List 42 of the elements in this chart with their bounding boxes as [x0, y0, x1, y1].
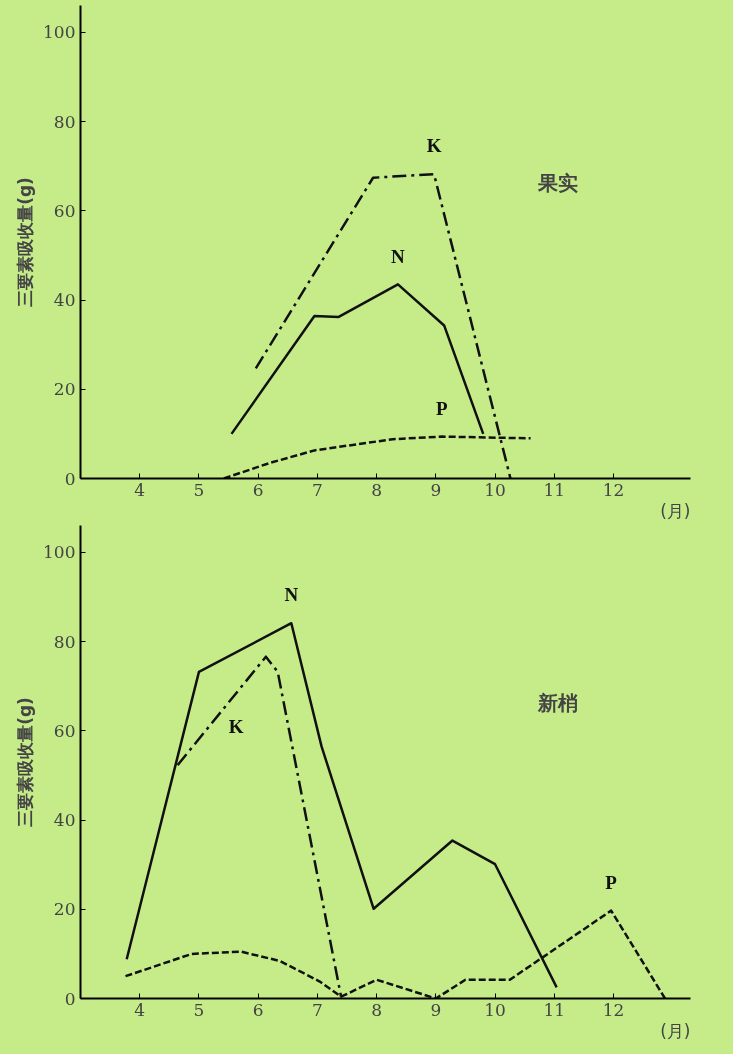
- x-axis-title: (月): [660, 1020, 691, 1041]
- x-tick-label: 5: [193, 999, 205, 1020]
- x-tick-label: 7: [311, 999, 323, 1020]
- x-tick-label: 6: [252, 999, 264, 1020]
- y-tick-label: 80: [53, 111, 76, 132]
- annotation: 果实: [537, 170, 578, 195]
- y-tick-label: 20: [53, 379, 76, 400]
- x-tick-label: 4: [134, 999, 146, 1020]
- x-tick-label: 12: [602, 479, 625, 500]
- x-tick-label: 7: [311, 479, 323, 500]
- annotation: 新梢: [537, 690, 578, 715]
- y-tick-label: 60: [53, 720, 76, 741]
- x-tick-label: 8: [371, 479, 383, 500]
- y-tick-label: 60: [53, 200, 76, 221]
- y-tick-label: 80: [53, 631, 76, 652]
- x-tick-label: 11: [543, 999, 566, 1020]
- y-axis-title: 三要素吸收量(g): [15, 177, 36, 307]
- y-tick-label: 20: [53, 899, 76, 920]
- x-axis-title: (月): [660, 500, 691, 521]
- y-tick-label: 40: [53, 290, 76, 311]
- x-tick-label: 5: [193, 479, 205, 500]
- x-tick-label: 6: [252, 479, 264, 500]
- x-tick-label: 11: [543, 479, 566, 500]
- x-tick-label: 8: [371, 999, 383, 1020]
- x-tick-label: 10: [484, 479, 506, 500]
- series-label: K: [228, 716, 244, 738]
- series-label: N: [284, 584, 299, 606]
- y-tick-label: 100: [43, 542, 76, 563]
- y-tick-label: 100: [43, 22, 76, 43]
- y-axis-title: 三要素吸收量(g): [15, 697, 36, 827]
- x-tick-label: 10: [484, 999, 506, 1020]
- series-label: P: [435, 397, 448, 419]
- x-tick-label: 9: [430, 479, 442, 500]
- y-tick-label: 0: [64, 988, 76, 1009]
- series-label: K: [426, 135, 442, 157]
- series-label: N: [391, 245, 406, 267]
- series-label: P: [605, 871, 618, 893]
- x-tick-label: 9: [430, 999, 442, 1020]
- y-tick-label: 40: [53, 810, 76, 831]
- y-tick-label: 0: [64, 468, 76, 489]
- x-tick-label: 12: [602, 999, 625, 1020]
- x-tick-label: 4: [134, 479, 146, 500]
